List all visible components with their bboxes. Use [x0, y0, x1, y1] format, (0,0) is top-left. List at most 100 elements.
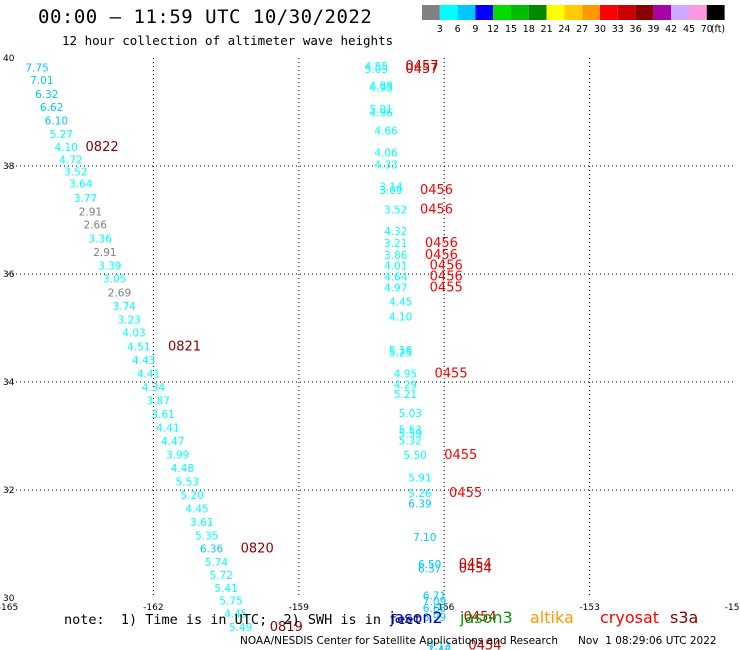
swh-value: 4.85: [365, 61, 388, 73]
time-label: 0456: [425, 236, 458, 251]
swh-value: 6.36: [200, 544, 224, 556]
wave-height-points: 7.757.016.326.626.105.274.104.723.523.64…: [25, 59, 501, 650]
y-tick-label: 40: [3, 54, 15, 64]
swh-value: 4.06: [374, 147, 398, 159]
swh-value: 4.41: [137, 369, 160, 381]
legend-swatch: [635, 5, 654, 20]
time-label: 0456: [425, 248, 458, 263]
satellite-s3a: s3a: [670, 608, 699, 627]
swh-value: 5.27: [50, 129, 73, 141]
legend-swatch: [546, 5, 565, 20]
legend-swatch: [564, 5, 583, 20]
legend-label: 30: [594, 24, 606, 35]
page-subtitle: 12 hour collection of altimeter wave hei…: [62, 33, 394, 48]
time-label: 0456: [430, 259, 463, 274]
legend-label: 24: [558, 24, 570, 35]
swh-value: 3.21: [384, 238, 407, 250]
time-label: 0454: [464, 610, 497, 625]
swh-value: 3.14: [379, 181, 403, 193]
swh-value: 3.87: [147, 396, 170, 408]
swh-value: 4.48: [171, 463, 194, 475]
swh-value: 5.74: [205, 557, 229, 569]
swh-value: 3.99: [166, 450, 189, 462]
swh-value: 3.36: [88, 234, 112, 246]
swh-value: 4.66: [374, 126, 398, 138]
time-label: 0819: [270, 620, 303, 635]
time-label: 0456: [420, 183, 453, 198]
swh-value: 5.41: [214, 583, 237, 595]
swh-value: 2.91: [93, 247, 116, 259]
legend-label: 33: [612, 24, 624, 35]
time-label: 0457: [405, 59, 438, 74]
legend-label: 27: [576, 24, 588, 35]
swh-value: 3.64: [69, 179, 93, 191]
swh-value: 3.52: [64, 167, 87, 179]
legend-swatch: [689, 5, 707, 20]
swh-value: 4.97: [384, 282, 407, 294]
swh-value: 5.25: [389, 348, 412, 360]
satellite-altika: altika: [530, 608, 574, 627]
footnote: note: 1) Time is in UTC; 2) SWH is in fe…: [64, 612, 422, 628]
legend-swatch: [475, 5, 494, 20]
swh-value: 3.61: [190, 517, 213, 529]
legend-swatch: [439, 5, 458, 20]
swh-value: 5.53: [176, 477, 199, 489]
legend-label: 18: [523, 24, 535, 35]
y-tick-label: 36: [3, 270, 15, 280]
time-label: 0820: [241, 542, 274, 557]
swh-value: 4.03: [122, 328, 145, 340]
x-tick-label: -159: [289, 603, 310, 613]
time-label: 0454: [468, 638, 501, 650]
swh-value: 4.47: [161, 436, 184, 448]
legend-label: 12: [487, 24, 499, 35]
swh-value: 2.66: [84, 220, 108, 232]
legend-label: 6: [455, 24, 461, 35]
swh-value: 7.10: [413, 532, 436, 544]
legend-swatch: [671, 5, 689, 20]
legend-swatch: [617, 5, 636, 20]
map-axes: 40 38 36 34 32 30-165 -162 -159 -156 -153 -150: [0, 54, 740, 613]
swh-value: 3.77: [74, 193, 97, 205]
swh-value: 4.34: [142, 382, 166, 394]
x-tick-label: -162: [143, 603, 163, 613]
legend-swatch: [511, 5, 529, 20]
swh-value: 3.09: [379, 185, 402, 197]
swh-value: 5.20: [180, 490, 203, 502]
y-tick-label: 30: [3, 594, 15, 604]
legend-label: 3: [437, 24, 443, 35]
legend-swatch: [457, 5, 476, 20]
legend-swatch: [653, 5, 672, 20]
legend-label: 45: [683, 24, 695, 35]
swh-value: 4.88: [369, 80, 392, 92]
satellite-jason3: jason3: [460, 608, 513, 627]
time-label: 0454: [459, 557, 492, 572]
swh-value: 4.32: [384, 226, 407, 238]
swh-value: 7.09: [423, 596, 446, 608]
legend-label: 70: [701, 24, 713, 35]
legend-label: 39: [647, 24, 659, 35]
satellite-jason2: jason2: [390, 608, 443, 627]
swh-value: 4.72: [59, 154, 82, 166]
legend-swatch: [422, 5, 440, 20]
swh-value: 4.43: [132, 355, 155, 367]
swh-value: 4.01: [384, 261, 407, 273]
swh-value: 2.69: [108, 288, 131, 300]
swh-value: 4.33: [374, 160, 397, 172]
swh-value: 4.29: [394, 379, 417, 391]
swh-value: 5.49: [229, 622, 252, 634]
swh-value: 3.74: [113, 301, 137, 313]
swh-value: 3.05: [103, 274, 126, 286]
swh-value: 5.03: [399, 408, 422, 420]
swh-value: 4.41: [156, 423, 179, 435]
swh-value: 6.50: [418, 559, 441, 571]
legend-unit: (ft): [711, 24, 725, 35]
x-tick-label: -150: [725, 603, 740, 613]
swh-value: 3.39: [98, 261, 121, 273]
swh-value: 4.96: [369, 107, 393, 119]
swh-value: 4.51: [127, 342, 150, 354]
swh-value: 6.62: [40, 102, 63, 114]
time-label: 0457: [405, 62, 438, 77]
swh-value: 6.99: [423, 612, 446, 624]
time-label: 0455: [449, 486, 482, 501]
